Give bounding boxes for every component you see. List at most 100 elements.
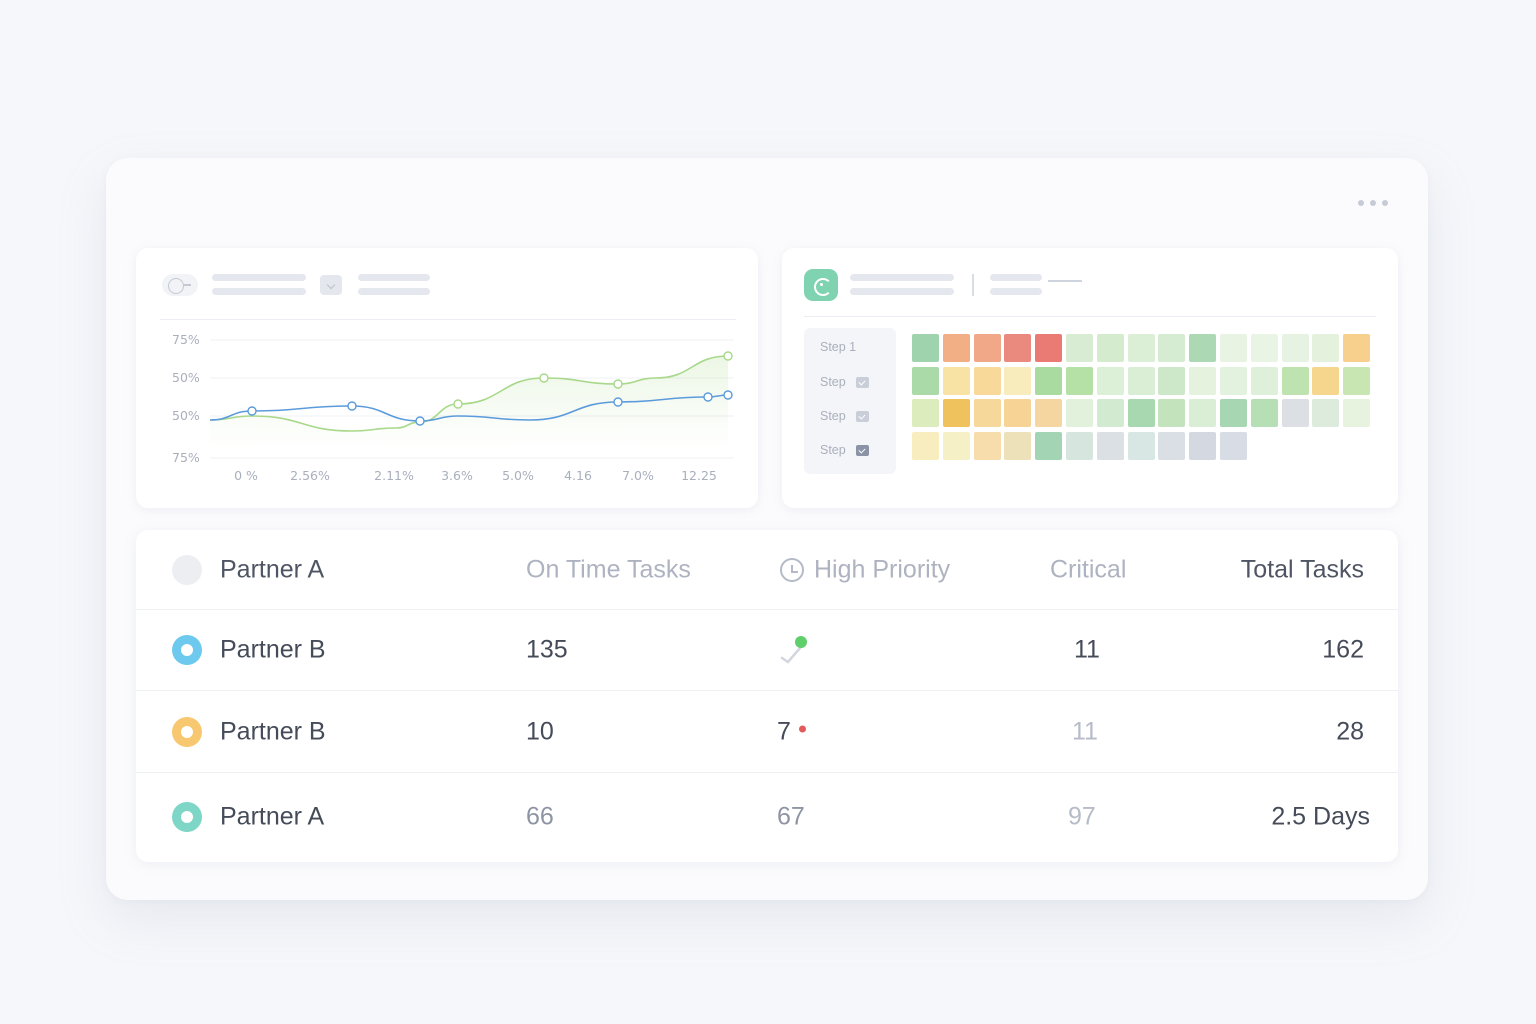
green-series-line (209, 355, 729, 432)
data-point[interactable] (613, 397, 623, 407)
data-point[interactable] (703, 392, 713, 402)
refresh-icon[interactable] (804, 269, 838, 301)
heatmap-cell[interactable] (1189, 334, 1217, 362)
checkbox-icon[interactable] (855, 444, 869, 456)
heatmap-cell[interactable] (942, 366, 970, 395)
heatmap-cell[interactable] (1158, 399, 1186, 427)
heatmap-cell[interactable] (1127, 334, 1155, 362)
heatmap-cell[interactable] (912, 431, 939, 460)
heatmap-cell[interactable] (1065, 431, 1093, 460)
data-point[interactable] (723, 390, 733, 400)
dashboard-card: 75% 50% 50% 75% 0 % 2.56% 2.11% 3.6% 5.0% 4.16 7.… (106, 158, 1428, 900)
heatmap-cell[interactable] (1281, 399, 1309, 427)
heatmap-cell[interactable] (1343, 399, 1371, 427)
step-item[interactable]: Step (804, 433, 896, 467)
heatmap-cell[interactable] (1219, 334, 1247, 362)
heatmap-cell[interactable] (1250, 399, 1278, 427)
more-options-icon[interactable] (1358, 200, 1388, 206)
header-total[interactable]: Total Tasks (1240, 555, 1364, 583)
heatmap-cell[interactable] (1096, 334, 1124, 362)
heatmap-cell[interactable] (1127, 431, 1155, 460)
x-tick-label: 2.56% (290, 468, 330, 483)
heatmap-cell[interactable] (1219, 399, 1247, 427)
heatmap-cell[interactable] (1312, 334, 1340, 362)
data-point[interactable] (247, 406, 257, 416)
heatmap-cell[interactable] (1312, 399, 1340, 427)
heatmap-cell[interactable] (1250, 366, 1278, 395)
step-item[interactable]: Step 1 (820, 340, 857, 354)
data-point[interactable] (453, 399, 463, 409)
heatmap-cell[interactable] (973, 366, 1001, 395)
status-toggle-icon[interactable] (778, 634, 810, 666)
heatmap-cell[interactable] (1189, 366, 1217, 395)
heatmap-cell[interactable] (1219, 431, 1247, 460)
header-on-time[interactable]: On Time Tasks (526, 555, 691, 583)
placeholder-filter-sub (990, 288, 1042, 295)
heatmap-cell[interactable] (1004, 334, 1032, 362)
heatmap-cell[interactable] (1250, 334, 1278, 362)
panel-divider (804, 316, 1376, 317)
heatmap-cell[interactable] (973, 334, 1001, 362)
heatmap-cell[interactable] (1065, 334, 1093, 362)
table-row[interactable]: Partner B 10 7 11 28 (136, 691, 1398, 773)
header-critical[interactable]: Critical (1050, 555, 1127, 583)
heatmap-cell[interactable] (1281, 334, 1309, 362)
table-row[interactable]: Partner A 66 67 97 2.5 Days (136, 773, 1398, 861)
heatmap-cell[interactable] (1219, 366, 1247, 395)
heatmap-cell[interactable] (912, 399, 939, 427)
heatmap-cell[interactable] (1035, 366, 1063, 395)
dropdown-icon[interactable] (320, 275, 342, 295)
heatmap-cell[interactable] (1158, 334, 1186, 362)
heatmap-cell[interactable] (973, 431, 1001, 460)
toggle-icon[interactable] (162, 274, 198, 296)
data-point[interactable] (613, 379, 623, 389)
heatmap-cell[interactable] (1096, 366, 1124, 395)
checkbox-icon[interactable] (855, 376, 869, 388)
table-row[interactable]: Partner B 135 11 162 (136, 610, 1398, 691)
heatmap-cell[interactable] (1158, 366, 1186, 395)
step-item[interactable]: Step (804, 399, 896, 433)
heatmap-grid (912, 334, 1371, 460)
heatmap-cell[interactable] (1312, 366, 1340, 395)
heatmap-cell[interactable] (1343, 366, 1371, 395)
header-high-priority[interactable]: High Priority (814, 555, 951, 583)
heatmap-cell[interactable] (973, 399, 1001, 427)
placeholder-title (850, 274, 954, 281)
x-tick-label: 2.11% (374, 468, 414, 483)
heatmap-cell[interactable] (1035, 431, 1063, 460)
heatmap-cell[interactable] (1004, 366, 1032, 395)
partner-color-dot (172, 802, 202, 832)
heatmap-cell[interactable] (1065, 366, 1093, 395)
blue-series-line (209, 394, 729, 422)
data-point[interactable] (723, 351, 733, 361)
heatmap-cell[interactable] (1035, 399, 1063, 427)
heatmap-cell[interactable] (942, 334, 970, 362)
heatmap-cell[interactable] (1281, 366, 1309, 395)
heatmap-cell[interactable] (1343, 334, 1371, 362)
heatmap-cell[interactable] (1096, 431, 1124, 460)
data-point[interactable] (539, 373, 549, 383)
heatmap-cell[interactable] (912, 334, 939, 362)
heatmap-cell[interactable] (1096, 399, 1124, 427)
header-partner[interactable]: Partner A (220, 555, 325, 583)
heatmap-cell[interactable] (1158, 431, 1186, 460)
heatmap-cell[interactable] (1127, 399, 1155, 427)
heatmap-cell[interactable] (1127, 366, 1155, 395)
heatmap-cell[interactable] (912, 366, 939, 395)
heatmap-cell[interactable] (1004, 431, 1032, 460)
step-item[interactable]: Step (804, 365, 896, 399)
data-point[interactable] (347, 401, 357, 411)
heatmap-cell[interactable] (1065, 399, 1093, 427)
on-time-value: 66 (526, 802, 554, 831)
checkbox-icon[interactable] (855, 410, 869, 422)
data-point[interactable] (415, 416, 425, 426)
heatmap-cell[interactable] (942, 399, 970, 427)
partner-color-dot (172, 635, 202, 665)
heatmap-cell[interactable] (1035, 334, 1063, 362)
heatmap-cell[interactable] (1004, 399, 1032, 427)
heatmap-cell[interactable] (1189, 399, 1217, 427)
y-tick-label: 50% (172, 370, 200, 385)
heatmap-cell[interactable] (1189, 431, 1217, 460)
placeholder-title (212, 274, 306, 281)
heatmap-cell[interactable] (942, 431, 970, 460)
